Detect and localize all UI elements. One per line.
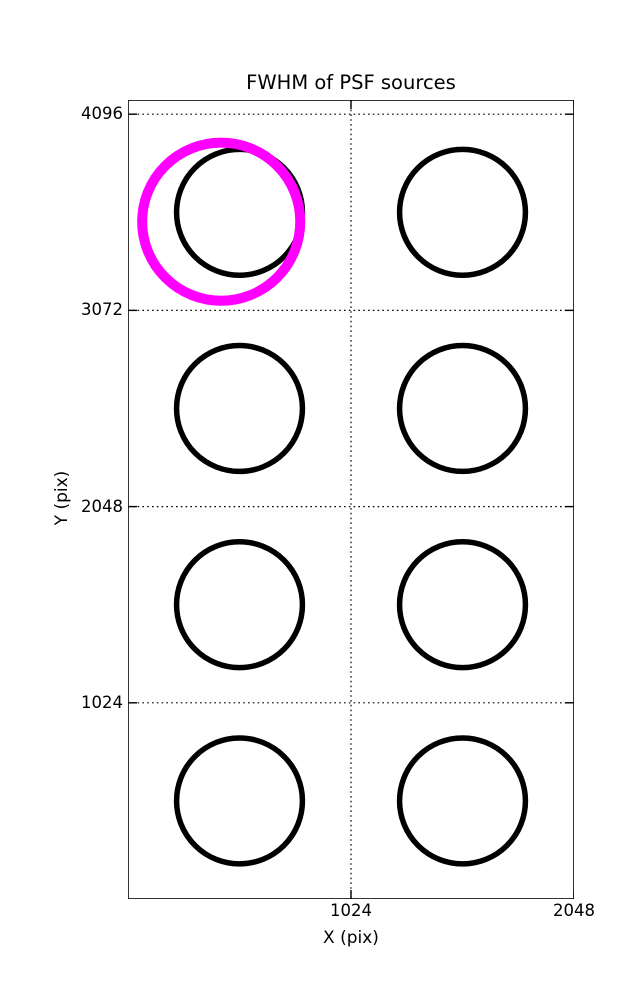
y-tick-label: 2048 <box>81 496 123 516</box>
psf-source-marker <box>173 539 306 671</box>
y-tick-label: 3072 <box>81 300 123 320</box>
x-axis-label: X (pix) <box>323 928 379 948</box>
x-tick-label: 2048 <box>553 901 595 920</box>
psf-source-marker <box>396 539 529 671</box>
y-tick-label: 4096 <box>81 104 123 124</box>
psf-source-marker <box>396 342 529 475</box>
y-tick-label: 1024 <box>81 692 123 712</box>
psf-source-marker <box>173 342 306 475</box>
psf-source-marker <box>396 735 529 867</box>
x-tick-label: 1024 <box>330 901 372 920</box>
psf-source-marker <box>173 735 306 867</box>
psf-source-marker <box>396 146 529 278</box>
highlighted-source-marker <box>137 137 306 306</box>
plot-axes <box>128 100 574 899</box>
chart-title: FWHM of PSF sources <box>246 71 456 94</box>
